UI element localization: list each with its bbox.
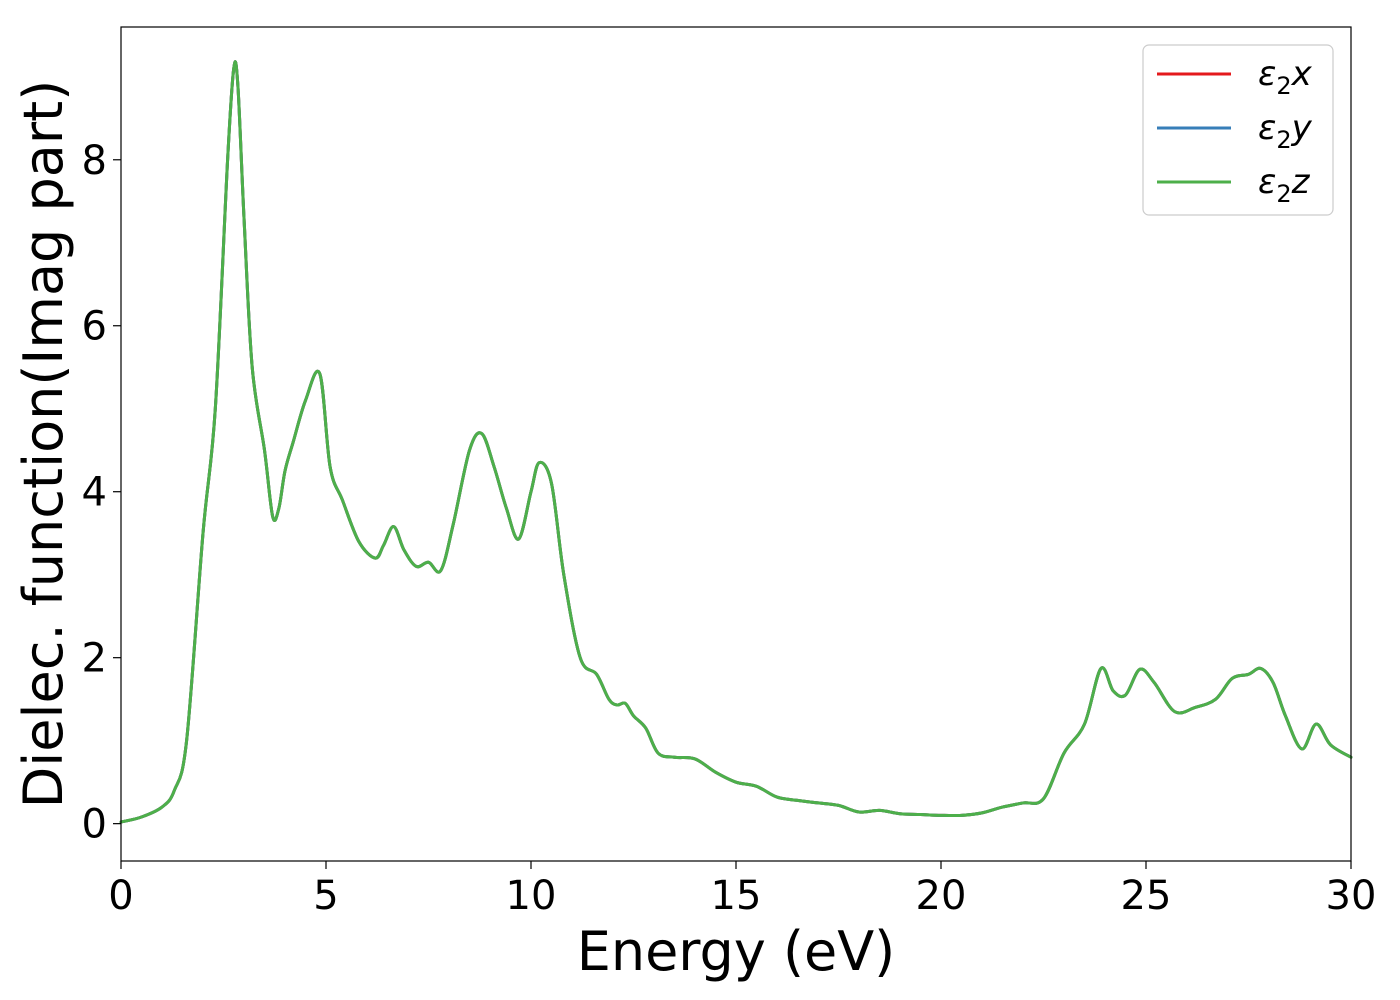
y-axis-ticks: 0 2 4 6 8: [82, 138, 121, 848]
x-axis-title: Energy (eV): [577, 920, 896, 983]
legend-label-1: ε2y: [1258, 108, 1313, 154]
series-line-2: [119, 60, 1353, 824]
x-tick-label: 15: [711, 873, 762, 919]
x-tick-label: 5: [313, 873, 338, 919]
y-axis-title: Dielec. function(Imag part): [12, 80, 75, 809]
y-tick-label: 0: [82, 802, 107, 848]
y-tick-label: 8: [82, 138, 107, 184]
y-tick-label: 4: [82, 470, 107, 516]
x-tick-label: 25: [1121, 873, 1172, 919]
legend-label-0: ε2x: [1258, 54, 1313, 100]
legend: ε2x ε2y ε2z: [1142, 44, 1334, 216]
x-tick-label: 20: [916, 873, 967, 919]
y-tick-label: 2: [82, 636, 107, 682]
x-tick-label: 30: [1326, 873, 1377, 919]
x-axis-ticks: 0 5 10 15 20 25 30: [108, 861, 1376, 919]
y-tick-label: 6: [82, 304, 107, 350]
series-layer: [119, 60, 1353, 824]
legend-label-2: ε2z: [1258, 162, 1311, 208]
x-tick-label: 10: [506, 873, 557, 919]
legend-box: [1142, 44, 1334, 216]
x-tick-label: 0: [108, 873, 133, 919]
